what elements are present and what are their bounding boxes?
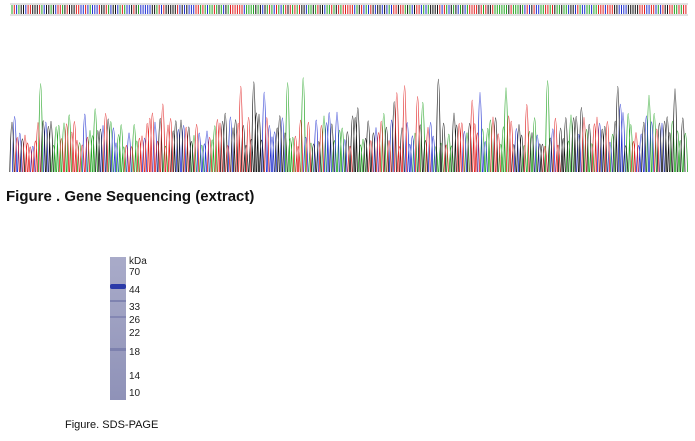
marker-label: 26 (129, 315, 141, 326)
gel-band (110, 284, 126, 289)
gel-lane (110, 257, 126, 400)
gel-band (110, 316, 126, 318)
gel-band (110, 300, 126, 302)
trace (14, 85, 660, 173)
figure-caption: Figure. SDS-PAGE (65, 419, 159, 431)
figure-caption: Figure . Gene Sequencing (extract) (6, 188, 255, 205)
marker-label: 10 (129, 388, 141, 399)
marker-label: 33 (129, 302, 141, 313)
marker-label: 14 (129, 371, 141, 382)
marker-label: 44 (129, 285, 141, 296)
trace (9, 78, 686, 173)
trace (12, 92, 665, 173)
marker-label: 70 (129, 267, 141, 278)
marker-label: 22 (129, 328, 141, 339)
marker-label: 18 (129, 347, 141, 358)
chromatogram (9, 3, 688, 173)
unit-label: kDa (129, 256, 147, 267)
trace (38, 77, 688, 173)
gel-band (110, 348, 126, 351)
